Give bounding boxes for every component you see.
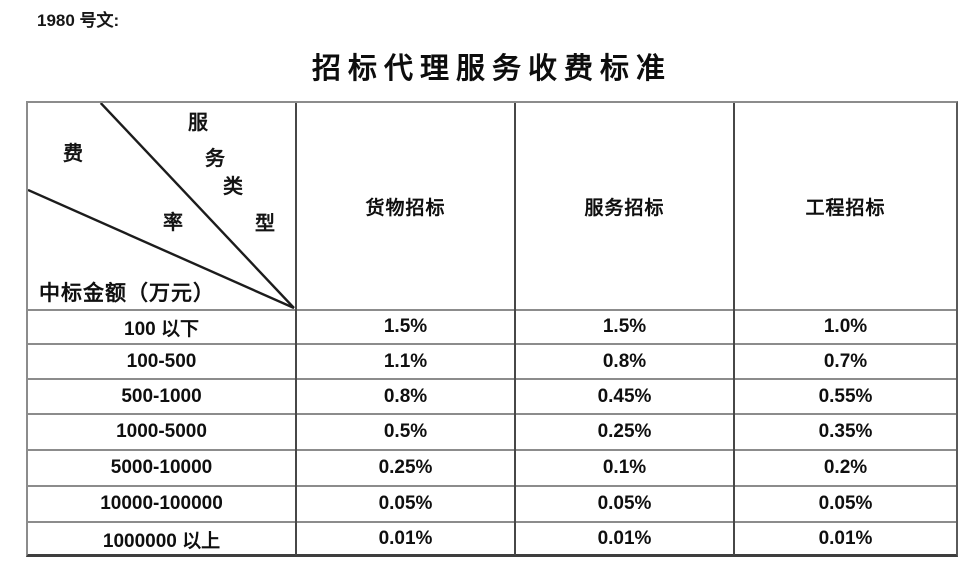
amount-range-cell: 1000-5000: [28, 413, 296, 450]
fee-standard-table: 费 率 服 务 类 型 中标金额（万元） 货物招标 服务招标 工程招标 100 …: [26, 101, 958, 557]
rate-cell: 0.01%: [295, 521, 515, 555]
rate-cell: 0.25%: [295, 449, 515, 486]
table-row: 100 以下 1.5% 1.5% 1.0%: [28, 309, 956, 344]
corner-service-type-char: 务: [205, 148, 225, 170]
table-row: 100-500 1.1% 0.8% 0.7%: [28, 343, 956, 379]
column-header-services: 服务招标: [514, 103, 734, 310]
rate-cell: 0.05%: [295, 485, 515, 522]
rate-cell: 0.8%: [514, 343, 734, 379]
rate-cell: 0.25%: [514, 413, 734, 450]
rate-cell: 0.05%: [514, 485, 734, 522]
rate-cell: 0.2%: [733, 449, 956, 486]
corner-rate-char: 费: [63, 143, 83, 165]
rate-cell: 0.05%: [733, 485, 956, 522]
table-row: 1000-5000 0.5% 0.25% 0.35%: [28, 413, 956, 450]
rate-cell: 1.5%: [514, 309, 734, 344]
diagonal-lines: [28, 103, 295, 309]
rate-cell: 0.7%: [733, 343, 956, 379]
amount-range-cell: 100 以下: [28, 309, 296, 344]
diagonal-corner-cell: 费 率 服 务 类 型 中标金额（万元）: [28, 103, 296, 310]
rate-cell: 1.5%: [295, 309, 515, 344]
rate-cell: 0.01%: [514, 521, 734, 555]
rate-cell: 1.0%: [733, 309, 956, 344]
amount-range-cell: 10000-100000: [28, 485, 296, 522]
rate-cell: 0.5%: [295, 413, 515, 450]
amount-range-cell: 5000-10000: [28, 449, 296, 486]
corner-rate-char: 率: [163, 212, 183, 234]
amount-range-cell: 1000000 以上: [28, 521, 296, 555]
rate-cell: 0.1%: [514, 449, 734, 486]
page-title: 招标代理服务收费标准: [311, 53, 672, 85]
diagonal-line-lower: [28, 188, 295, 309]
rate-cell: 1.1%: [295, 343, 515, 379]
document-number: 1980 号文:: [37, 11, 120, 30]
table-row: 10000-100000 0.05% 0.05% 0.05%: [28, 485, 956, 522]
corner-service-type-char: 型: [255, 213, 275, 235]
column-header-goods: 货物招标: [295, 103, 515, 310]
rate-cell: 0.8%: [295, 378, 515, 414]
table-row: 5000-10000 0.25% 0.1% 0.2%: [28, 449, 956, 486]
corner-amount-label: 中标金额（万元）: [39, 281, 215, 305]
amount-range-cell: 100-500: [28, 343, 296, 379]
rate-cell: 0.45%: [514, 378, 734, 414]
column-header-works: 工程招标: [733, 103, 956, 310]
header-row: 费 率 服 务 类 型 中标金额（万元） 货物招标 服务招标 工程招标: [28, 103, 956, 310]
rate-cell: 0.01%: [733, 521, 956, 555]
rate-cell: 0.35%: [733, 413, 956, 450]
table-row: 1000000 以上 0.01% 0.01% 0.01%: [28, 521, 956, 555]
corner-service-type-char: 类: [223, 176, 243, 198]
rate-cell: 0.55%: [733, 378, 956, 414]
table-row: 500-1000 0.8% 0.45% 0.55%: [28, 378, 956, 414]
corner-service-type-char: 服: [188, 112, 208, 134]
amount-range-cell: 500-1000: [28, 378, 296, 414]
diagonal-line-upper: [99, 103, 295, 309]
